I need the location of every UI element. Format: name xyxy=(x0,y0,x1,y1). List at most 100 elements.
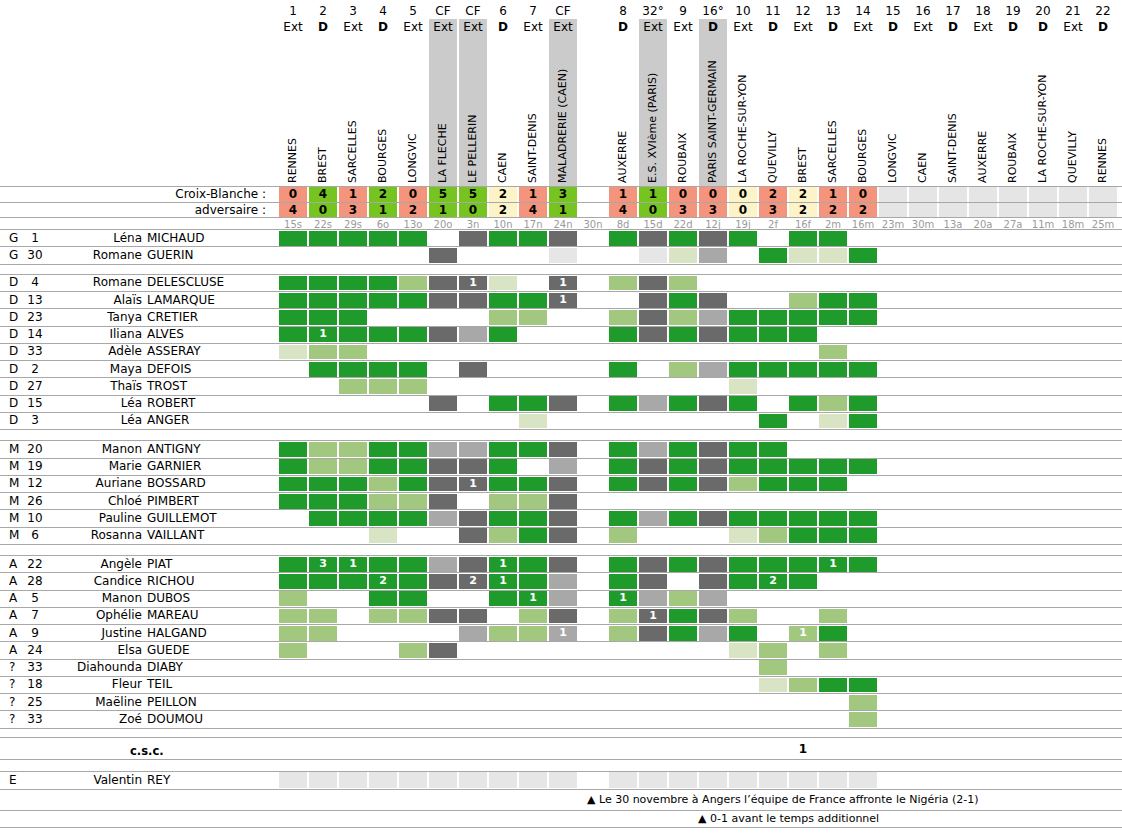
match-cell xyxy=(429,477,457,492)
match-cell xyxy=(699,591,727,606)
match-cell xyxy=(789,231,817,246)
player-first-name: Iliana xyxy=(0,326,142,343)
player-last-name: ANTIGNY xyxy=(147,441,201,458)
match-cell xyxy=(789,557,817,572)
opponent-label: SARCELLES xyxy=(826,120,840,183)
match-cell xyxy=(399,362,427,377)
match-cell: 1 xyxy=(489,574,517,589)
match-date: 22s xyxy=(308,219,338,230)
player-first-name: Romane xyxy=(0,247,142,264)
match-cell xyxy=(759,310,787,325)
match-cell xyxy=(759,414,787,429)
home-away-label: Ext xyxy=(788,20,818,34)
player-first-name: Auriane xyxy=(0,475,142,492)
match-cell xyxy=(519,494,547,509)
opponent-label: CAEN xyxy=(496,153,510,183)
player-first-name: Angèle xyxy=(0,556,142,573)
match-cell xyxy=(489,511,517,526)
match-cell xyxy=(699,310,727,325)
match-cell xyxy=(819,414,847,429)
match-number: 22 xyxy=(1088,4,1118,18)
match-cell xyxy=(429,276,457,291)
match-cell xyxy=(399,459,427,474)
match-cell xyxy=(369,511,397,526)
match-cell xyxy=(429,442,457,457)
staff-cell xyxy=(459,772,488,788)
match-cell xyxy=(519,574,547,589)
match-cell: 2 xyxy=(459,574,487,589)
player-first-name: Léna xyxy=(0,230,142,247)
match-cell xyxy=(639,557,667,572)
score-cell-opponent xyxy=(1029,203,1057,218)
player-first-name: Maëline xyxy=(0,694,142,711)
player-first-name: Candice xyxy=(0,573,142,590)
match-cell xyxy=(549,574,577,589)
score-cell-team xyxy=(969,187,997,202)
player-last-name: MICHAUD xyxy=(147,230,205,247)
match-cell xyxy=(759,557,787,572)
match-cell xyxy=(669,511,697,526)
match-date: 13a xyxy=(938,219,968,230)
match-number: 16 xyxy=(908,4,938,18)
opponent-label: BREST xyxy=(316,147,330,183)
match-cell xyxy=(849,248,877,263)
player-last-name: GUILLEMOT xyxy=(147,510,217,527)
match-cell xyxy=(729,609,757,624)
match-cell xyxy=(339,379,367,394)
score-cell-team: 0 xyxy=(729,187,757,202)
match-cell xyxy=(789,477,817,492)
match-cell xyxy=(609,511,637,526)
own-goal-count: 1 xyxy=(789,741,817,758)
staff-cell xyxy=(789,772,818,788)
score-cell-team: 2 xyxy=(489,187,517,202)
staff-cell xyxy=(549,772,578,788)
match-cell xyxy=(369,362,397,377)
score-cell-team: 2 xyxy=(759,187,787,202)
match-cell xyxy=(699,327,727,342)
match-cell xyxy=(279,494,307,509)
home-away-label: Ext xyxy=(278,20,308,34)
player-last-name: ALVES xyxy=(147,326,184,343)
match-cell xyxy=(489,591,517,606)
opponent-score-label: adversaire : xyxy=(0,203,266,218)
match-cell xyxy=(609,231,637,246)
opponent-label: QUEVILLY xyxy=(1066,131,1080,183)
match-cell xyxy=(399,327,427,342)
match-cell xyxy=(279,345,307,360)
match-cell xyxy=(309,511,337,526)
match-cell xyxy=(369,528,397,543)
match-cell xyxy=(819,477,847,492)
match-cell xyxy=(849,293,877,308)
home-away-label: D xyxy=(1028,20,1058,34)
score-cell-team: 0 xyxy=(669,187,697,202)
match-cell xyxy=(309,231,337,246)
match-cell xyxy=(609,528,637,543)
match-cell xyxy=(309,494,337,509)
match-cell xyxy=(519,477,547,492)
match-cell xyxy=(549,477,577,492)
match-cell: 1 xyxy=(549,276,577,291)
player-first-name: Manon xyxy=(0,441,142,458)
match-cell xyxy=(699,626,727,641)
match-cell xyxy=(669,293,697,308)
player-last-name: RICHOU xyxy=(147,573,195,590)
score-bottom-line xyxy=(0,217,1122,218)
player-last-name: ROBERT xyxy=(147,395,195,412)
opponent-label: LA ROCHE-SUR-YON xyxy=(1036,75,1050,183)
match-cell xyxy=(639,293,667,308)
match-date: 24n xyxy=(548,219,578,230)
match-cell xyxy=(729,511,757,526)
score-cell-team xyxy=(1029,187,1057,202)
match-cell xyxy=(789,293,817,308)
player-last-name: GUEDE xyxy=(147,642,190,659)
opponent-label: LONGVIC xyxy=(406,133,420,183)
match-number: 19 xyxy=(998,4,1028,18)
match-cell xyxy=(399,511,427,526)
match-date: 27a xyxy=(998,219,1028,230)
score-cell-team xyxy=(909,187,937,202)
match-cell xyxy=(339,327,367,342)
player-last-name: GUERIN xyxy=(147,247,194,264)
match-cell xyxy=(459,231,487,246)
match-cell xyxy=(309,293,337,308)
score-cell-team: 3 xyxy=(549,187,577,202)
